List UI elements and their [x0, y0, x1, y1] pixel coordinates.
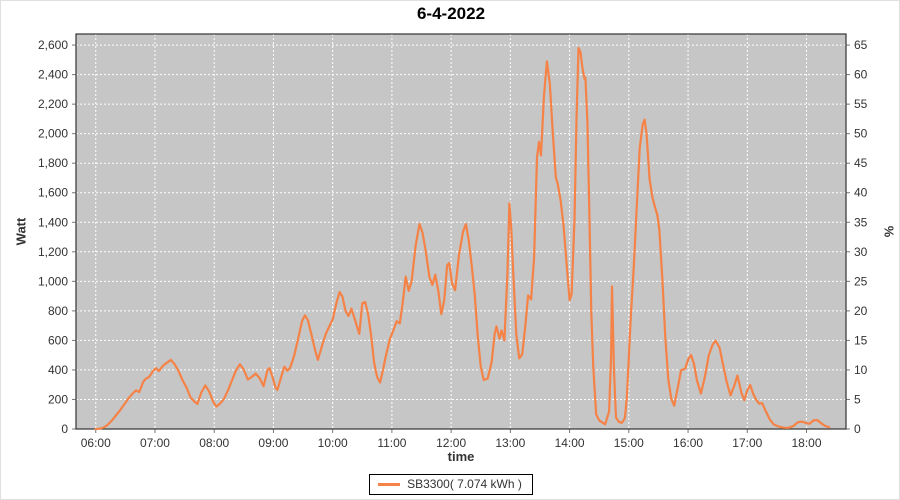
left-axis-tick-label: 600 — [48, 333, 68, 347]
right-axis-tick-label: 20 — [854, 304, 868, 318]
left-axis-tick-label: 1,800 — [38, 156, 68, 170]
right-axis-label-container: % — [881, 1, 897, 461]
x-axis-tick-label: 07:00 — [140, 436, 170, 450]
right-axis-tick-label: 0 — [854, 422, 861, 436]
left-axis-tick-label: 400 — [48, 363, 68, 377]
right-axis-tick-label: 60 — [854, 68, 868, 82]
left-axis-tick-label: 800 — [48, 304, 68, 318]
x-axis-tick-label: 10:00 — [318, 436, 348, 450]
x-axis-label: time — [447, 449, 475, 464]
chart-title: 6-4-2022 — [416, 4, 486, 23]
x-axis-tick-label: 13:00 — [495, 436, 525, 450]
right-axis-tick-label: 65 — [854, 38, 868, 52]
x-axis-tick-label: 09:00 — [258, 436, 288, 450]
left-axis-tick-label: 1,000 — [38, 274, 68, 288]
left-axis-tick-label: 0 — [61, 422, 68, 436]
right-axis-tick-label: 40 — [854, 186, 868, 200]
left-axis-label-container: Watt — [7, 1, 35, 461]
right-axis-tick-label: 45 — [854, 156, 868, 170]
series-line — [94, 46, 831, 431]
x-axis-tick-label: 17:00 — [732, 436, 762, 450]
x-axis-tick-label: 11:00 — [377, 436, 406, 450]
legend-row: SB3300( 7.074 kWh ) — [1, 474, 899, 495]
x-axis-tick-label: 15:00 — [614, 436, 644, 450]
left-axis-tick-label: 2,400 — [38, 68, 68, 82]
x-axis-tick-label: 08:00 — [199, 436, 229, 450]
right-axis-tick-label: 55 — [854, 97, 868, 111]
left-axis-tick-label: 1,400 — [38, 215, 68, 229]
left-axis-tick-label: 1,200 — [38, 245, 68, 259]
legend-box: SB3300( 7.074 kWh ) — [369, 474, 533, 495]
right-axis-tick-label: 25 — [854, 274, 868, 288]
x-axis-tick-label: 12:00 — [436, 436, 466, 450]
x-axis-tick-label: 18:00 — [791, 436, 821, 450]
right-axis-tick-label: 5 — [854, 392, 861, 406]
right-axis-tick-label: 35 — [854, 215, 868, 229]
right-axis-tick-label: 10 — [854, 363, 868, 377]
left-axis-tick-label: 2,600 — [38, 38, 68, 52]
plot-background — [76, 34, 846, 429]
left-axis-tick-label: 1,600 — [38, 186, 68, 200]
left-axis-tick-label: 2,000 — [38, 127, 68, 141]
plot-border — [75, 33, 847, 430]
legend-series-label: SB3300( 7.074 kWh ) — [407, 477, 522, 491]
left-axis-tick-label: 200 — [48, 392, 68, 406]
series-line-swatch-icon — [378, 482, 401, 486]
right-axis-label: % — [881, 225, 897, 237]
left-axis-tick-label: 2,200 — [38, 97, 68, 111]
right-axis-tick-label: 30 — [854, 245, 868, 259]
right-axis-tick-label: 15 — [854, 333, 868, 347]
left-axis-label: Watt — [13, 217, 29, 245]
x-axis-tick-label: 14:00 — [555, 436, 585, 450]
x-axis-tick-label: 16:00 — [673, 436, 703, 450]
x-axis-tick-label: 06:00 — [81, 436, 111, 450]
right-axis-tick-label: 50 — [854, 127, 868, 141]
